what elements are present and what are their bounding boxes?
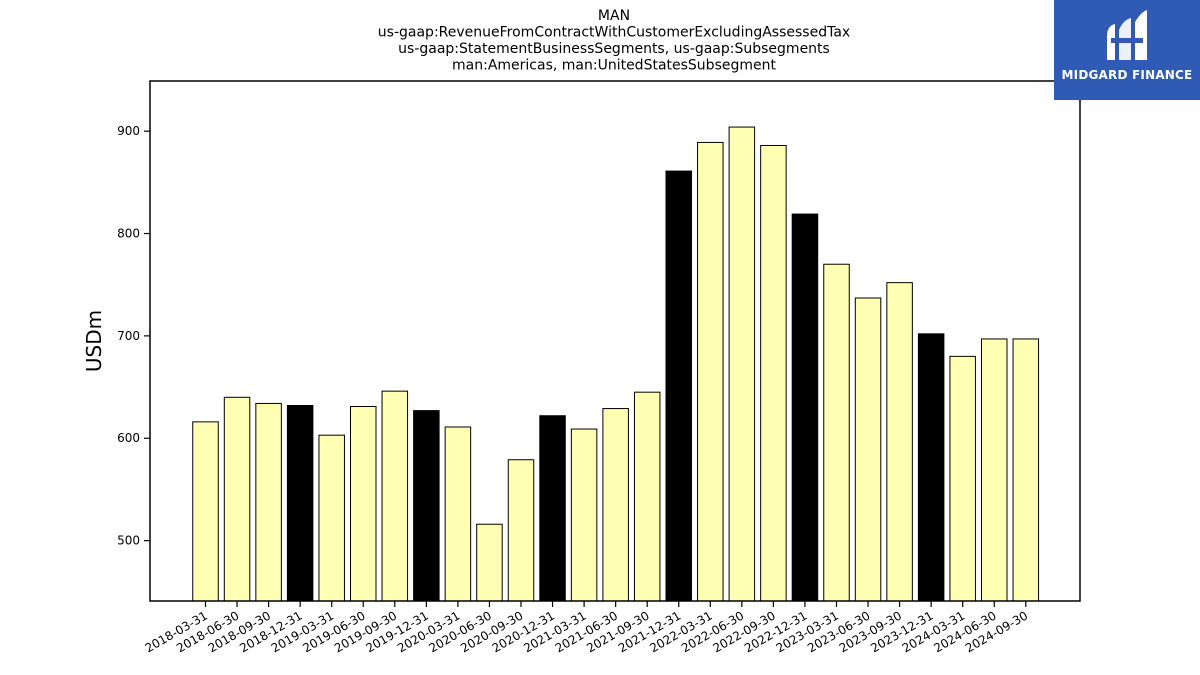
bar-2024-06-30 (981, 338, 1008, 602)
bar-2019-12-31 (413, 410, 440, 602)
y-tick-label: 600 (117, 431, 140, 445)
bar-2020-12-31 (539, 415, 566, 602)
bar-2019-09-30 (381, 390, 409, 602)
chart-title: MANus-gaap:RevenueFromContractWithCustom… (378, 8, 850, 74)
bar-2018-06-30 (223, 396, 251, 602)
logo-text: MIDGARD FINANCE (1061, 68, 1193, 82)
bar-2021-06-30 (602, 408, 629, 602)
bar-2022-06-30 (728, 126, 756, 602)
bar-2018-09-30 (255, 402, 282, 602)
plot-frame (149, 80, 1081, 602)
y-tick-label: 800 (117, 227, 140, 241)
bar-2024-09-30 (1012, 338, 1040, 602)
x-axis: 2018-03-312018-06-302018-09-302018-12-31… (143, 601, 1030, 655)
chart-title-line: MAN (598, 8, 630, 24)
bar-2021-03-31 (570, 428, 598, 602)
bar-2020-03-31 (444, 426, 472, 602)
chart-title-line: us-gaap:StatementBusinessSegments, us-ga… (398, 41, 830, 57)
y-tick-label: 700 (117, 329, 140, 343)
bar-2022-09-30 (760, 144, 787, 602)
bar-2022-03-31 (697, 141, 724, 602)
y-tick-label: 900 (117, 124, 140, 138)
y-axis: 500 600 700 800 900 (117, 124, 150, 548)
y-axis-label: USDm (82, 310, 106, 372)
bar-2018-12-31 (286, 404, 314, 602)
bar-2023-12-31 (917, 333, 945, 602)
midgard-logo-icon (1107, 10, 1147, 60)
bar-2019-06-30 (350, 406, 377, 602)
bar-2024-03-31 (949, 355, 976, 602)
bar-2018-03-31 (192, 421, 219, 602)
bar-2020-09-30 (507, 459, 535, 602)
bar-2021-12-31 (665, 170, 692, 602)
bar-2020-06-30 (476, 523, 503, 602)
bar-2023-03-31 (823, 263, 850, 602)
bars-group (192, 126, 1040, 602)
bar-2023-06-30 (854, 297, 882, 602)
bar-2023-09-30 (886, 282, 913, 602)
midgard-finance-logo: MIDGARD FINANCE (1054, 0, 1200, 100)
bar-2019-03-31 (318, 434, 345, 602)
chart-title-line: man:Americas, man:UnitedStatesSubsegment (452, 58, 776, 74)
bar-2021-09-30 (633, 391, 661, 602)
y-tick-label: 500 (117, 534, 140, 548)
chart-title-line: us-gaap:RevenueFromContractWithCustomerE… (378, 25, 850, 41)
bar-2022-12-31 (791, 213, 819, 602)
